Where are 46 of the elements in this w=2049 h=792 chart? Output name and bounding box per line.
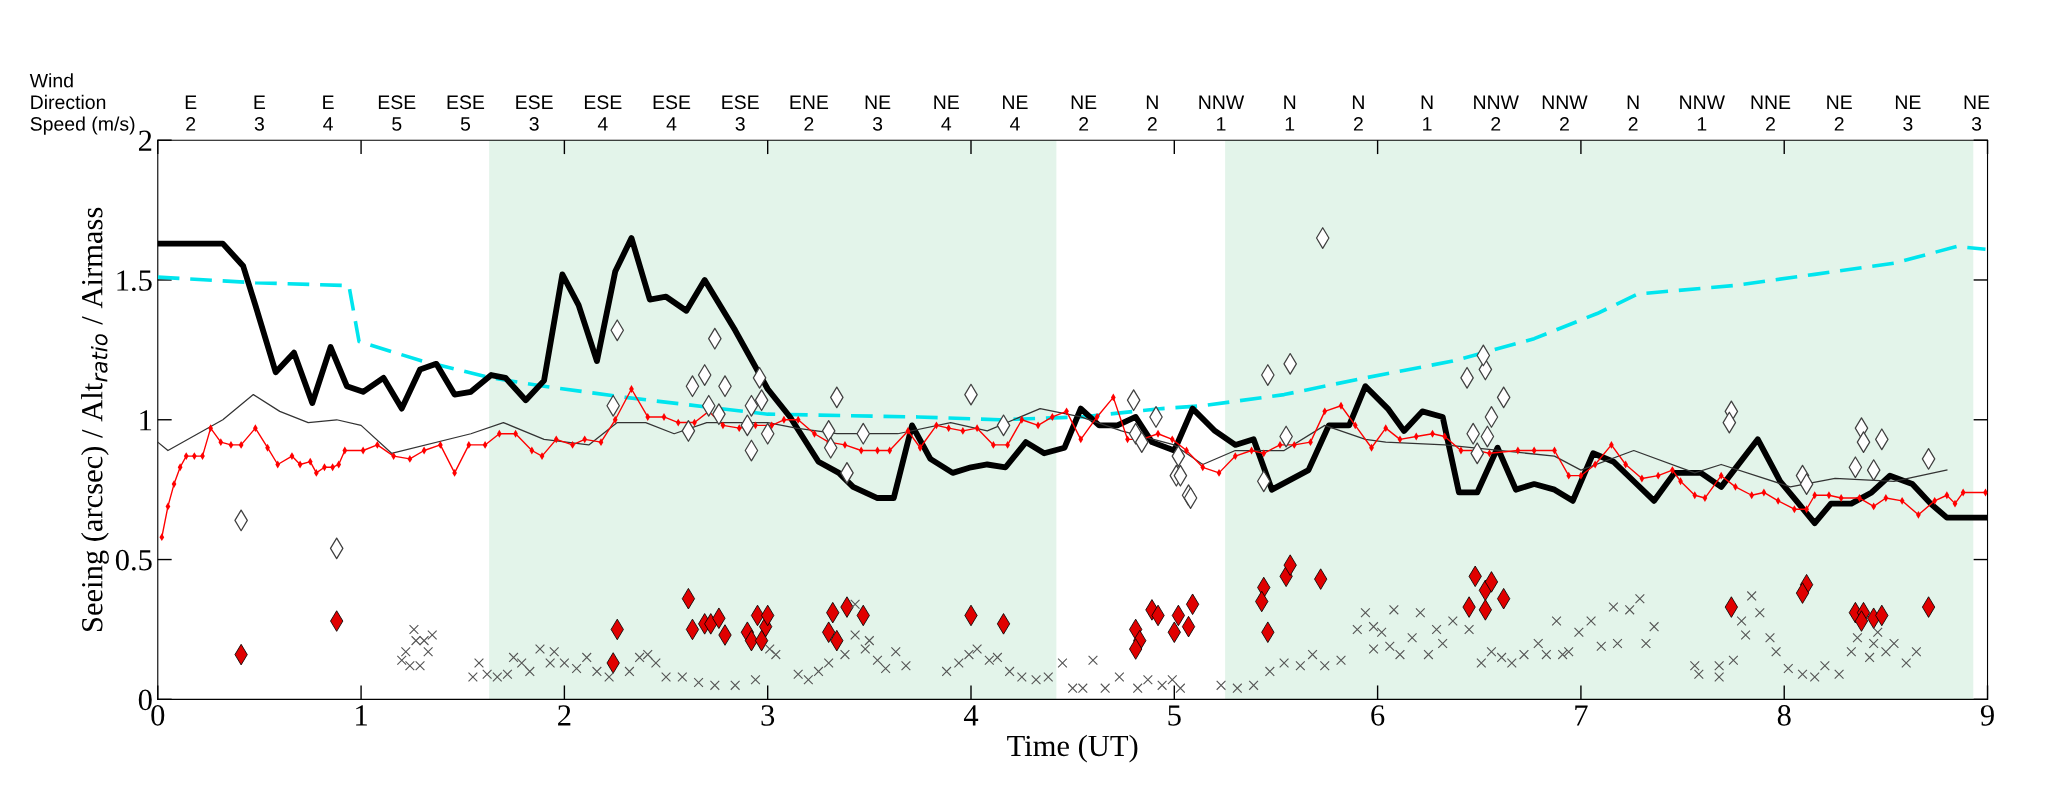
text: ENE 2 xyxy=(790,95,829,131)
line-series xyxy=(157,393,1948,488)
text: NE 4 xyxy=(1003,95,1028,131)
x-tick-label: 5 xyxy=(1168,705,1181,726)
y-axis-title: Seeing (arcsec) / Alt$_{ratio}$ / Airmass xyxy=(81,207,109,631)
text: NNW 2 xyxy=(1542,95,1588,131)
text: NE 2 xyxy=(1827,95,1852,131)
y-tick-label: 0.5 xyxy=(115,549,152,571)
text: N 2 xyxy=(1146,95,1158,131)
text: ESE 3 xyxy=(722,95,759,131)
text: NE 2 xyxy=(1071,95,1097,131)
x-tick-label: 8 xyxy=(1777,705,1791,726)
text: ESE 5 xyxy=(447,95,485,131)
y-tick-label: 1.5 xyxy=(117,270,152,292)
text: NNE 2 xyxy=(1751,95,1791,131)
y-tick-label: 2 xyxy=(138,130,152,151)
text: N 1 xyxy=(1284,95,1296,131)
x-tick-label: 3 xyxy=(761,705,775,726)
text: NE 4 xyxy=(934,95,959,131)
text: E 4 xyxy=(323,95,334,131)
text: ESE 4 xyxy=(584,95,622,131)
text: E 3 xyxy=(254,95,266,131)
text: NE 3 xyxy=(865,95,891,131)
text: ESE 4 xyxy=(653,95,691,131)
x-tick-label: 2 xyxy=(558,705,571,726)
text: ESE 5 xyxy=(378,95,416,131)
text: N 1 xyxy=(1421,95,1433,131)
text: N 2 xyxy=(1352,95,1364,131)
x-tick-label: 4 xyxy=(963,705,979,726)
text: NNW 1 xyxy=(1199,95,1245,131)
x-axis-title: Time (UT) xyxy=(1007,734,1138,763)
x-tick-label: 1 xyxy=(356,705,367,726)
y-tick-label: 1 xyxy=(140,410,152,431)
text: E 2 xyxy=(185,95,197,131)
y-tick-label: 0 xyxy=(138,689,152,711)
text: N 2 xyxy=(1627,95,1639,131)
x-tick-label: 0 xyxy=(151,705,165,726)
text: NNW 1 xyxy=(1680,95,1725,131)
text: NE 3 xyxy=(1964,95,1990,131)
x-tick-label: 6 xyxy=(1371,705,1385,726)
text: Wind Direction Speed (m/s) xyxy=(29,73,135,135)
text: ESE 3 xyxy=(516,95,553,131)
x-tick-label: 7 xyxy=(1575,705,1588,726)
x-tick-label: 9 xyxy=(1980,705,1994,726)
text: NE 3 xyxy=(1895,95,1921,131)
text: NNW 2 xyxy=(1474,95,1519,131)
